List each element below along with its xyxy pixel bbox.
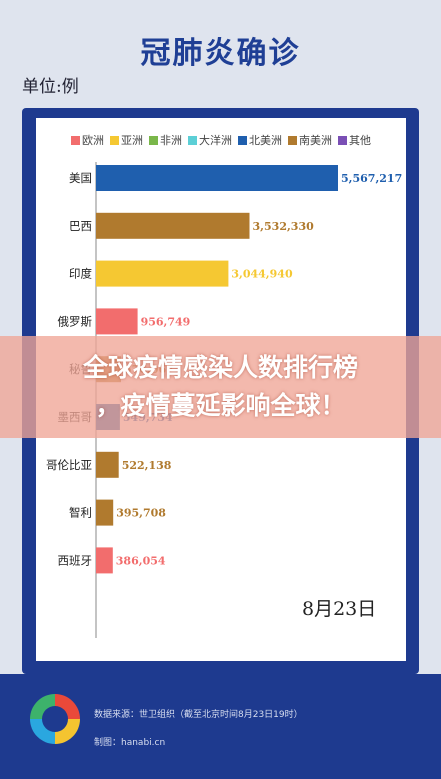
page-title: 冠肺炎确诊: [140, 36, 301, 71]
legend-item: 大洋洲: [188, 132, 232, 148]
legend-item: 北美洲: [238, 132, 282, 148]
bar: [96, 308, 138, 335]
bar: [96, 165, 338, 191]
bar: [96, 451, 119, 478]
legend-item: 非洲: [149, 132, 182, 148]
legend-label: 北美洲: [249, 134, 282, 147]
value-label: 395,708: [116, 507, 166, 520]
bar-chart: 美国 5,567,217 巴西 3,532,330 印度 3,044,940 俄罗斯 956,…: [46, 162, 402, 638]
legend-item: 南美洲: [288, 132, 332, 148]
value-label: 3,044,940: [231, 268, 293, 281]
category-label: 巴西: [69, 219, 92, 233]
legend-item: 其他: [338, 132, 371, 148]
logo-icon: [30, 694, 80, 744]
category-label: 智利: [69, 506, 92, 520]
header-area: 冠肺炎确诊 单位:例: [0, 0, 441, 110]
bar: [96, 547, 113, 574]
category-label: 俄罗斯: [58, 314, 93, 328]
legend-label: 南美洲: [299, 134, 332, 147]
legend-swatch: [149, 135, 158, 145]
source-text: 数据来源：世卫组织（截至北京时间8月23日19时）: [94, 710, 303, 720]
legend-swatch: [288, 135, 297, 145]
legend-swatch: [238, 135, 247, 145]
legend-label: 欧洲: [82, 134, 104, 147]
category-label: 西班牙: [58, 553, 93, 567]
legend-label: 大洋洲: [199, 134, 232, 147]
value-label: 386,054: [116, 554, 166, 567]
chart-legend: 欧洲 亚洲 非洲 大洋洲 北美洲 南美洲 其他: [36, 132, 406, 148]
category-label: 印度: [69, 267, 92, 281]
legend-label: 其他: [349, 134, 371, 147]
headline-line-2: ，疫情蔓延影响全球！: [95, 391, 346, 420]
legend-label: 亚洲: [121, 134, 143, 147]
date-label: 8月23日: [302, 598, 377, 620]
category-label: 美国: [69, 171, 92, 185]
category-label: 哥伦比亚: [46, 458, 92, 472]
bar: [96, 212, 250, 239]
unit-label: 单位:例: [22, 77, 79, 97]
bar: [96, 499, 114, 526]
legend-swatch: [188, 135, 197, 145]
legend-item: 亚洲: [110, 132, 143, 148]
legend-item: 欧洲: [71, 132, 104, 148]
legend-swatch: [338, 135, 347, 145]
value-label: 3,532,330: [253, 220, 315, 233]
value-label: 956,749: [141, 315, 191, 328]
bar: [96, 260, 229, 287]
value-label: 5,567,217: [341, 172, 402, 185]
legend-swatch: [71, 135, 80, 145]
headline-banner: 全球疫情感染人数排行榜 ，疫情蔓延影响全球！: [0, 336, 441, 438]
credit-text: 制图：hanabi.cn: [94, 738, 166, 748]
headline-line-1: 全球疫情感染人数排行榜: [82, 353, 358, 382]
legend-label: 非洲: [160, 134, 182, 147]
footer: 数据来源：世卫组织（截至北京时间8月23日19时） 制图：hanabi.cn: [0, 674, 441, 779]
value-label: 522,138: [122, 459, 172, 472]
legend-swatch: [110, 135, 119, 145]
